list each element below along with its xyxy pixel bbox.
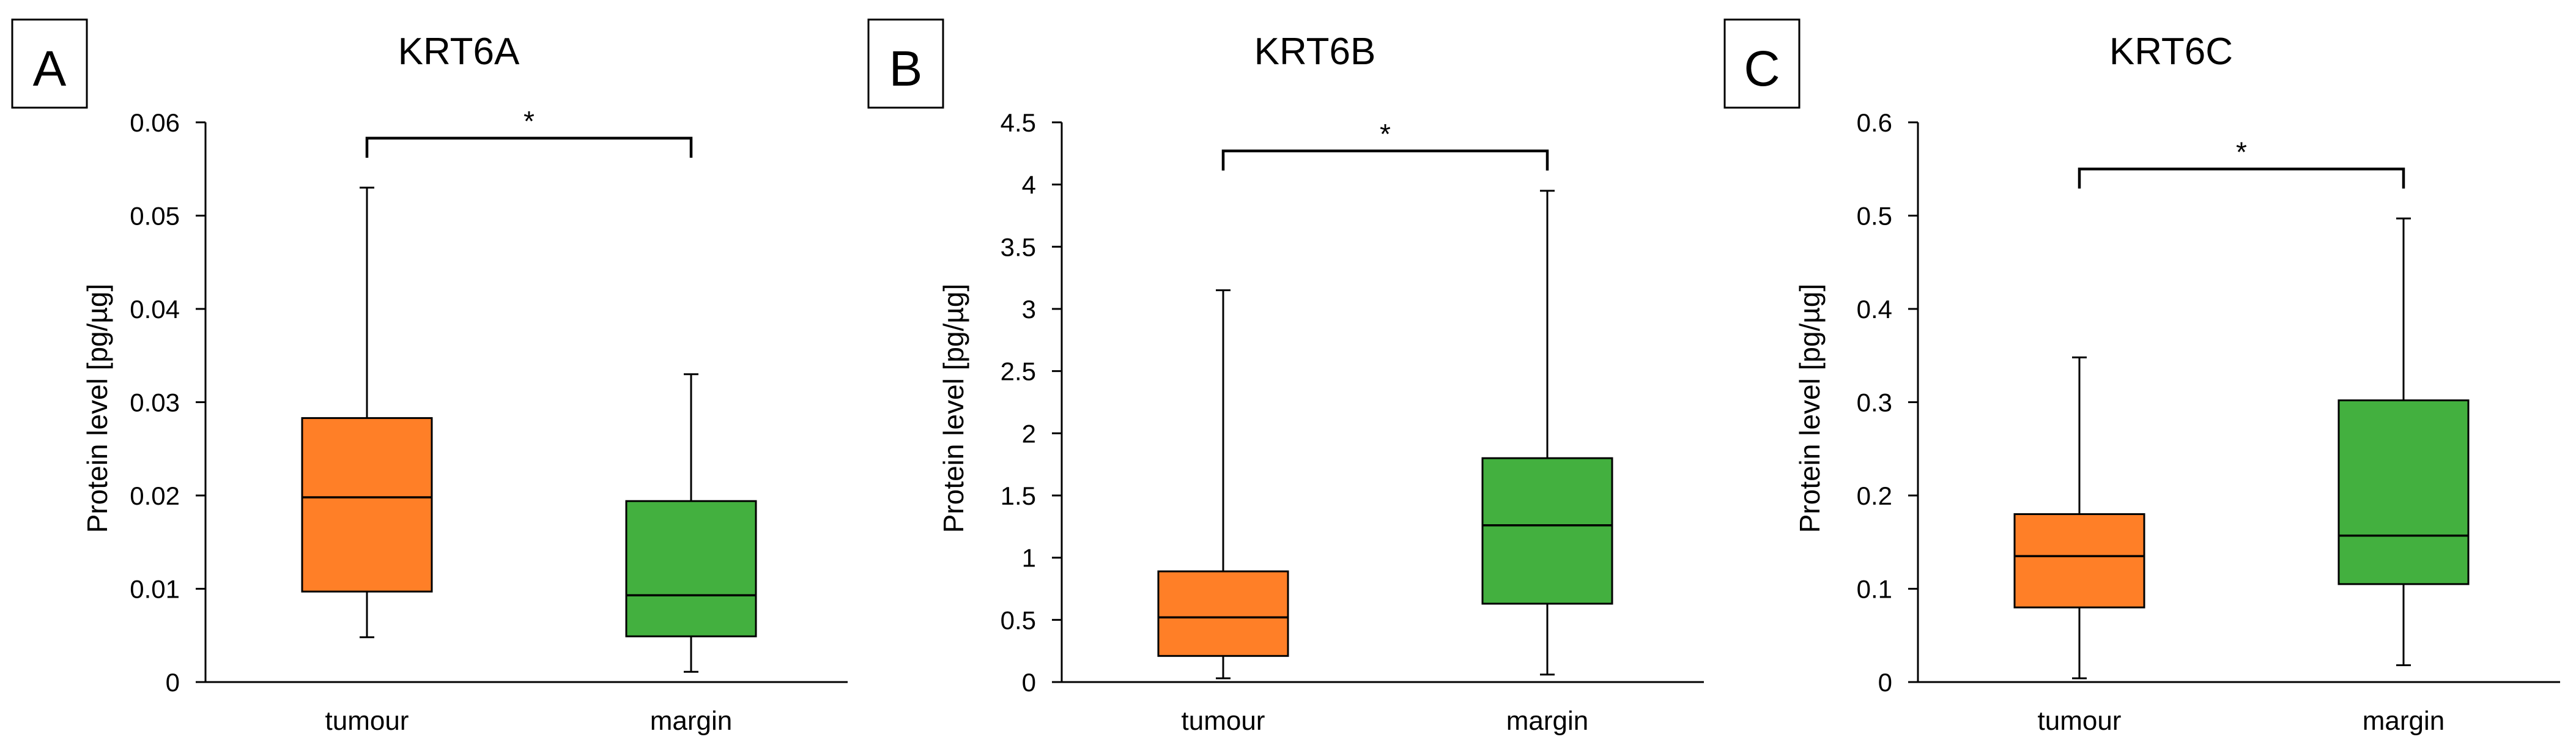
y-tick-label: 0.03 xyxy=(130,388,180,417)
x-tick-label-margin: margin xyxy=(650,706,733,736)
panel-label: A xyxy=(33,41,67,97)
y-tick-label: 0.06 xyxy=(130,108,180,137)
y-tick-label: 0.02 xyxy=(130,481,180,510)
box-margin xyxy=(2337,217,2470,667)
y-axis-label: Protein level [pg/µg] xyxy=(938,284,969,533)
chart-title: KRT6A xyxy=(398,31,520,73)
y-tick-label: 1 xyxy=(1022,544,1036,573)
y-tick-label: 3 xyxy=(1022,295,1036,324)
y-tick-label: 0.5 xyxy=(1001,606,1036,634)
box-iqr xyxy=(2013,513,2145,609)
chart-panel-b: B KRT6B 0 0.5 1 1.5 2 2.5 3 3.5 4 4.5 Protein level … xyxy=(867,18,1704,736)
chart-panel-c: C KRT6C 0 0.1 0.2 0.3 0.4 0.5 0.6 Protein level [… xyxy=(1723,18,2560,736)
y-tick-label: 2 xyxy=(1022,419,1036,448)
y-tick-label: 1.5 xyxy=(1001,481,1036,510)
x-tick-label-margin: margin xyxy=(2363,706,2445,736)
y-tick-label: 0.1 xyxy=(1857,575,1892,604)
y-tick-label: 0.2 xyxy=(1857,481,1892,510)
panel-label: C xyxy=(1744,41,1780,97)
x-tick-label-tumour: tumour xyxy=(2038,706,2122,736)
y-tick-label: 0 xyxy=(1878,668,1892,697)
y-tick-label: 0 xyxy=(166,668,180,697)
significance-label: * xyxy=(2236,136,2247,168)
box-margin xyxy=(1481,190,1613,676)
box-iqr xyxy=(1157,570,1289,657)
y-axis-label: Protein level [pg/µg] xyxy=(81,284,113,533)
x-tick-label-tumour: tumour xyxy=(1182,706,1265,736)
x-tick-label-margin: margin xyxy=(1506,706,1589,736)
panel-label: B xyxy=(889,41,923,97)
x-tick-label-tumour: tumour xyxy=(325,706,409,736)
y-tick-label: 0.3 xyxy=(1857,388,1892,417)
y-tick-label: 0.04 xyxy=(130,295,180,324)
y-tick-label: 0.05 xyxy=(130,202,180,231)
y-tick-label: 0 xyxy=(1022,668,1036,697)
significance-label: * xyxy=(1380,118,1391,150)
y-tick-label: 4 xyxy=(1022,171,1036,199)
box-iqr xyxy=(2337,399,2470,585)
significance-bracket xyxy=(1221,149,1549,171)
y-tick-label: 2.5 xyxy=(1001,357,1036,386)
chart-title: KRT6B xyxy=(1254,31,1376,73)
chart-title: KRT6C xyxy=(2109,31,2233,73)
significance-bracket xyxy=(2078,168,2405,189)
panel-label-box xyxy=(11,18,88,109)
y-tick-label: 4.5 xyxy=(1001,108,1036,137)
y-tick-label: 0.6 xyxy=(1857,108,1892,137)
y-tick-label: 0.5 xyxy=(1857,202,1892,231)
box-iqr xyxy=(1481,457,1613,605)
y-tick-label: 3.5 xyxy=(1001,232,1036,261)
box-iqr xyxy=(625,500,757,637)
y-tick-label: 0.4 xyxy=(1857,295,1892,324)
significance-label: * xyxy=(524,105,535,137)
chart-panel-a: A KRT6A 0 0.01 0.02 0.03 0.04 0.05 0.06 Protein l… xyxy=(11,18,848,736)
panel-label-box xyxy=(867,18,944,109)
box-tumour xyxy=(2013,356,2145,680)
box-tumour xyxy=(301,187,433,639)
y-tick-label: 0.01 xyxy=(130,575,180,604)
significance-bracket xyxy=(365,136,693,158)
box-margin xyxy=(625,373,757,673)
box-tumour xyxy=(1157,289,1289,680)
panel-label-box xyxy=(1723,18,1801,109)
box-iqr xyxy=(301,417,433,593)
y-axis-label: Protein level [pg/µg] xyxy=(1794,284,1826,533)
